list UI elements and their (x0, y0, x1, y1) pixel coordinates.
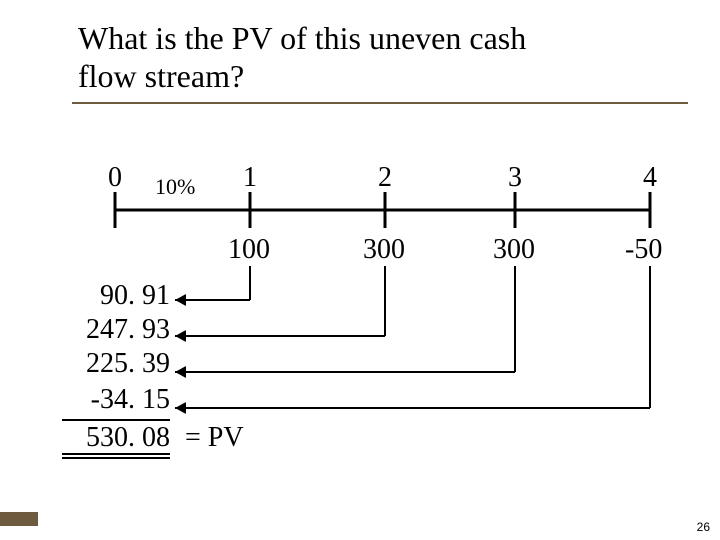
arrow-head-icon (175, 402, 186, 414)
pv-value: -34. 15 (91, 384, 170, 416)
period-label: 3 (508, 162, 522, 194)
pv-total: 530. 08 (86, 422, 170, 454)
pv-value: 225. 39 (86, 348, 170, 380)
arrow-head-icon (175, 330, 186, 342)
pv-value: 90. 91 (100, 280, 170, 312)
pv-value: 247. 93 (86, 314, 170, 346)
pv-diagram (0, 0, 720, 540)
cashflow-label: 100 (228, 234, 270, 266)
period-label: 4 (643, 162, 657, 194)
rate-label: 10% (155, 174, 195, 200)
pv-equals-label: = PV (185, 422, 244, 454)
cashflow-label: 300 (363, 234, 405, 266)
arrow-head-icon (175, 294, 186, 306)
cashflow-label: -50 (625, 234, 662, 266)
period-label: 1 (243, 162, 257, 194)
period-label: 2 (378, 162, 392, 194)
period-label: 0 (108, 162, 122, 194)
cashflow-label: 300 (493, 234, 535, 266)
arrow-head-icon (175, 366, 186, 378)
